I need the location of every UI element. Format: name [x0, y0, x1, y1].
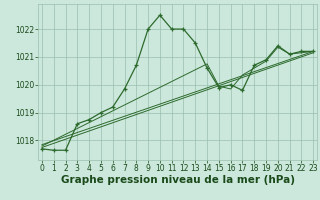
X-axis label: Graphe pression niveau de la mer (hPa): Graphe pression niveau de la mer (hPa): [60, 175, 295, 185]
